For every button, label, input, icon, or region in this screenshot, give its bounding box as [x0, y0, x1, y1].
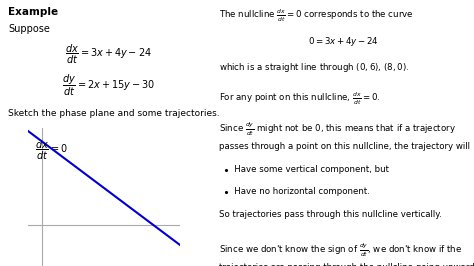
Text: $\dfrac{dx}{dt} = 3x + 4y - 24$: $\dfrac{dx}{dt} = 3x + 4y - 24$ [65, 43, 152, 66]
Text: Since $\frac{dy}{dt}$ might not be 0, this means that if a trajectory: Since $\frac{dy}{dt}$ might not be 0, th… [219, 120, 456, 138]
Text: $0 = 3x + 4y - 24$: $0 = 3x + 4y - 24$ [308, 35, 379, 48]
Text: Have some vertical component, but: Have some vertical component, but [227, 165, 389, 174]
Text: Since we don't know the sign of $\frac{dy}{dt}$, we don't know if the: Since we don't know the sign of $\frac{d… [219, 241, 462, 259]
Text: The nullcline $\frac{dx}{dt} = 0$ corresponds to the curve: The nullcline $\frac{dx}{dt} = 0$ corres… [219, 8, 413, 24]
Text: Have no horizontal component.: Have no horizontal component. [227, 187, 370, 196]
Text: Suppose: Suppose [9, 24, 50, 34]
Text: passes through a point on this nullcline, the trajectory will: passes through a point on this nullcline… [219, 142, 470, 151]
Text: Sketch the phase plane and some trajectories.: Sketch the phase plane and some trajecto… [9, 109, 220, 118]
Text: which is a straight line through $(0, 6)$, $(8, 0)$.: which is a straight line through $(0, 6)… [219, 61, 409, 74]
Text: For any point on this nullcline, $\frac{dx}{dt} = 0$.: For any point on this nullcline, $\frac{… [219, 90, 380, 107]
Text: Example: Example [9, 7, 58, 17]
Text: So trajectories pass through this nullcline vertically.: So trajectories pass through this nullcl… [219, 210, 441, 219]
Text: $\dfrac{dx}{dt} = 0$: $\dfrac{dx}{dt} = 0$ [35, 139, 68, 162]
Text: trajectories are passing through the nullcline going upward or: trajectories are passing through the nul… [219, 263, 474, 266]
Text: $\dfrac{dy}{dt} = 2x + 15y - 30$: $\dfrac{dy}{dt} = 2x + 15y - 30$ [62, 73, 155, 98]
